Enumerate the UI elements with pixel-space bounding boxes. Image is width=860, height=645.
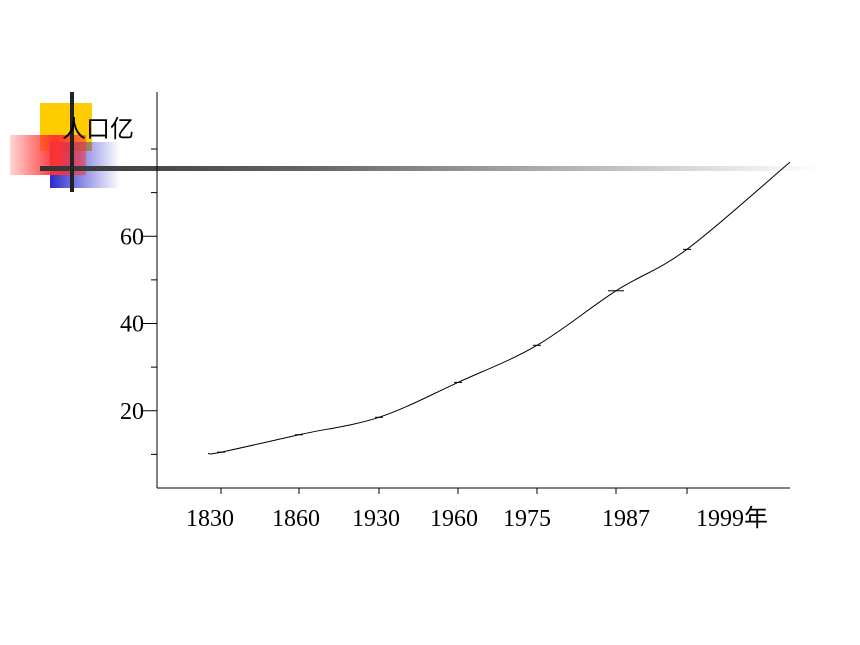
axes bbox=[143, 92, 790, 494]
x-tick-label: 1830 bbox=[186, 506, 234, 532]
title-rule bbox=[40, 166, 820, 171]
x-tick-label: 1999年 bbox=[696, 505, 768, 532]
y-tick-label: 20 bbox=[120, 399, 144, 425]
x-tick-label: 1930 bbox=[352, 506, 400, 532]
population-line bbox=[207, 161, 791, 455]
x-tick-label: 1975 bbox=[503, 506, 551, 532]
vertical-bar bbox=[70, 92, 74, 192]
data-marks bbox=[207, 161, 791, 455]
x-tick-label: 1960 bbox=[430, 506, 478, 532]
y-tick-label: 40 bbox=[120, 312, 144, 338]
x-tick-label: 1860 bbox=[272, 506, 320, 532]
x-tick-label: 1987 bbox=[602, 506, 650, 532]
y-tick-label: 60 bbox=[120, 224, 144, 250]
axis-labels: 20 40 60 1830 1860 1930 1960 1975 1987 1999年 bbox=[120, 224, 768, 532]
y-axis-label: 人口亿 bbox=[62, 116, 134, 143]
